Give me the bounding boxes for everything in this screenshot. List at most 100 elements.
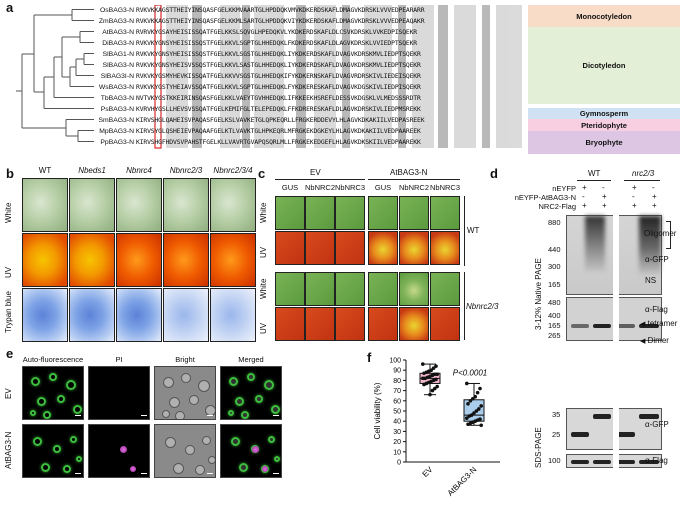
- p-value-annotation: P<0.0001: [453, 368, 487, 377]
- y-tick-label: 20: [393, 439, 401, 446]
- leaf-tile: [69, 233, 115, 287]
- cell: [57, 395, 65, 403]
- cell: [49, 373, 57, 381]
- leaf-disc-tile: [335, 196, 365, 230]
- condition-sign: +: [632, 201, 637, 210]
- cell: [264, 380, 274, 390]
- oligomer-bracket: [666, 221, 671, 249]
- micrograph: [220, 366, 282, 420]
- data-point: [467, 414, 471, 418]
- cell: [63, 465, 71, 473]
- gene-name: SlBAG3-N: [102, 62, 134, 69]
- scale-bar: [273, 473, 279, 474]
- data-point: [421, 362, 425, 366]
- aflag-label: α-Flag: [645, 305, 668, 314]
- scale-bar: [207, 415, 213, 416]
- panel-c-col-label: NbNRC3: [430, 183, 461, 192]
- scale-bar: [207, 473, 213, 474]
- sequence-row: KVRVHYGSLLHEVSVSSQATFGELKEMIFGLTELEPEDQK…: [136, 105, 421, 113]
- condition-sign: -: [652, 183, 655, 192]
- aflag2-label: α-Flag: [645, 456, 668, 465]
- panel-a-label: a: [6, 0, 14, 15]
- y-axis-label: Cell viability (%): [373, 382, 382, 439]
- leaf-tile: [163, 288, 209, 342]
- leaf-tile: [116, 178, 162, 232]
- cell: [185, 445, 195, 455]
- panel-d-label: d: [490, 166, 498, 181]
- cell: [241, 411, 249, 419]
- gene-name: PsBAG3-N: [100, 106, 134, 113]
- y-tick-label: 50: [393, 409, 401, 416]
- condition-label: nEYFP: [552, 184, 576, 193]
- panel-c-label: c: [258, 166, 266, 181]
- gene-name: ZmBAG3-N: [98, 18, 134, 25]
- data-point: [466, 402, 470, 406]
- condition-label: nEYFP-AtBAG3-N: [514, 193, 576, 202]
- sequence-row: RVKVKYGNSYHEISISSQSTFGELKKVLSGPTGLHHEDQK…: [136, 39, 418, 47]
- data-point: [421, 376, 425, 381]
- sequence-row: RVKVKKAGSTTHEIYINSQASFGELKKMLSARTGLHPDDQ…: [136, 17, 425, 25]
- cell: [164, 436, 176, 448]
- pi-cell: [130, 466, 136, 472]
- cell: [32, 436, 42, 446]
- panel-b-row-label: White: [4, 202, 13, 223]
- data-point: [468, 399, 473, 403]
- micrograph: [88, 366, 150, 420]
- phylogenetic-tree: [16, 9, 94, 142]
- highlight-box: [154, 5, 162, 149]
- gene-name: PpBAG3-N: [100, 139, 134, 146]
- cell: [172, 462, 184, 474]
- condition-sign: +: [582, 183, 587, 192]
- data-point: [466, 422, 470, 427]
- y-tick-label: 60: [393, 398, 401, 405]
- micrograph: [220, 424, 282, 478]
- panel-d-genotype-wt: WT: [588, 169, 601, 178]
- cell: [30, 376, 40, 386]
- scale-bar: [75, 473, 81, 474]
- sequence-row: RVKVKYGNSYHEISVSSQSTFGELKKVLSASTGLHHEDQK…: [136, 61, 421, 69]
- cell: [175, 411, 185, 419]
- cell: [72, 404, 82, 414]
- y-tick-label: 0: [397, 460, 401, 467]
- data-point: [435, 384, 439, 389]
- scale-bar: [273, 415, 279, 416]
- leaf-tile: [116, 288, 162, 342]
- dimer-label: ◀ Dimer: [640, 336, 669, 345]
- cell: [234, 396, 244, 406]
- cell: [69, 435, 77, 443]
- sequence-row: NVTVKYGSTKKEIRINSQASFGELKKLVAEYTGVHHEDQK…: [136, 94, 421, 102]
- leaf-disc-tile: [399, 231, 429, 265]
- gene-name: WsBAG3-N: [98, 84, 134, 91]
- data-point: [422, 382, 426, 387]
- native-page-label: 3-12% Native PAGE: [534, 258, 543, 330]
- cell: [230, 436, 240, 446]
- ladder-25: 25: [552, 430, 561, 439]
- gene-name: SmBAG3-N: [98, 117, 134, 124]
- y-tick-label: 40: [393, 419, 401, 426]
- panel-c-group-atbag3: AtBAG3-N: [390, 168, 428, 177]
- pi-cell: [119, 445, 127, 453]
- cell: [66, 380, 76, 390]
- condition-sign: -: [632, 192, 635, 201]
- panel-f-label: f: [367, 350, 372, 365]
- cell-viability-chart: 0 10 20 30 40 50 60 70 80 90 100 Cell viability (%)…: [373, 358, 500, 498]
- ladder-35: 35: [552, 410, 561, 419]
- leaf-disc-tile: [275, 196, 305, 230]
- scale-bar: [141, 415, 147, 416]
- leaf-disc-tile: [368, 196, 398, 230]
- cell: [195, 465, 205, 475]
- leaf-disc-tile: [399, 196, 429, 230]
- data-point: [428, 392, 432, 397]
- leaf-tile: [163, 233, 209, 287]
- condition-sign: +: [602, 192, 607, 201]
- leaf-tile: [163, 178, 209, 232]
- ev-bracket: [275, 179, 365, 180]
- micrograph: [22, 366, 84, 420]
- leaf-disc-tile: [368, 231, 398, 265]
- panel-e-col-label: PI: [115, 355, 123, 364]
- nrc-bracket: [464, 272, 465, 340]
- leaf-disc-tile: [430, 196, 460, 230]
- panel-b-col-label: Nbnrc4: [126, 166, 152, 175]
- atbag3-bracket: [368, 179, 460, 180]
- cell: [208, 456, 215, 464]
